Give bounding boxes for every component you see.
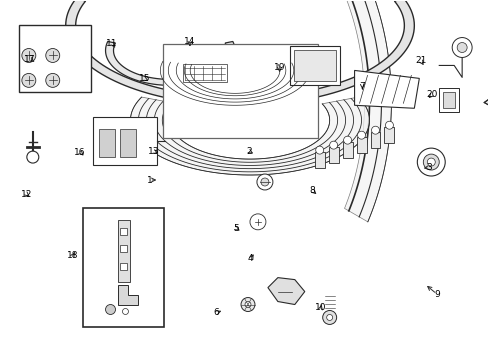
Polygon shape xyxy=(130,97,369,175)
Text: 21: 21 xyxy=(414,57,426,66)
Circle shape xyxy=(241,298,254,311)
Circle shape xyxy=(256,174,272,190)
Bar xyxy=(120,263,127,270)
Bar xyxy=(99,129,114,157)
Text: 1: 1 xyxy=(146,176,152,185)
Polygon shape xyxy=(300,0,390,222)
Circle shape xyxy=(371,126,379,134)
Circle shape xyxy=(322,310,336,324)
Polygon shape xyxy=(483,88,488,204)
Bar xyxy=(328,147,338,163)
Bar xyxy=(120,245,127,252)
Polygon shape xyxy=(118,285,138,305)
Bar xyxy=(442,92,454,108)
Bar xyxy=(120,228,127,235)
Circle shape xyxy=(22,49,36,62)
Bar xyxy=(92,117,157,165)
Circle shape xyxy=(315,146,323,154)
Polygon shape xyxy=(267,278,304,305)
Text: 20: 20 xyxy=(426,90,437,99)
Bar xyxy=(289,45,339,85)
Text: 17: 17 xyxy=(24,55,36,64)
Circle shape xyxy=(22,73,36,87)
Text: 19: 19 xyxy=(273,63,285,72)
Circle shape xyxy=(252,217,263,227)
Circle shape xyxy=(27,151,39,163)
Circle shape xyxy=(357,131,365,139)
Text: 6: 6 xyxy=(213,308,219,317)
Text: 18: 18 xyxy=(67,251,79,260)
Bar xyxy=(163,44,317,138)
Circle shape xyxy=(261,178,268,186)
Circle shape xyxy=(416,148,444,176)
Text: 15: 15 xyxy=(139,75,150,84)
Circle shape xyxy=(46,73,60,87)
Text: 13: 13 xyxy=(147,147,159,156)
Text: 3: 3 xyxy=(426,163,431,172)
Bar xyxy=(183,64,226,82)
Circle shape xyxy=(122,309,128,315)
Text: 12: 12 xyxy=(21,190,32,199)
Text: 4: 4 xyxy=(247,255,253,264)
Bar xyxy=(19,24,90,92)
Bar xyxy=(293,50,335,81)
Text: 9: 9 xyxy=(433,289,439,298)
Circle shape xyxy=(343,136,351,144)
Bar xyxy=(82,208,164,328)
Bar xyxy=(118,220,130,282)
Circle shape xyxy=(326,315,332,320)
Bar xyxy=(438,88,458,112)
Circle shape xyxy=(244,302,250,307)
Circle shape xyxy=(456,42,466,53)
Circle shape xyxy=(427,158,434,166)
Polygon shape xyxy=(354,71,419,108)
Circle shape xyxy=(249,214,265,230)
Bar xyxy=(384,127,394,143)
Circle shape xyxy=(451,37,471,58)
Circle shape xyxy=(105,305,115,315)
Text: 5: 5 xyxy=(233,224,239,233)
Bar xyxy=(342,142,352,158)
Text: 8: 8 xyxy=(309,186,315,195)
Text: 7: 7 xyxy=(359,82,365,91)
Text: 14: 14 xyxy=(184,37,195,46)
Circle shape xyxy=(254,219,261,225)
Circle shape xyxy=(385,121,393,129)
Bar xyxy=(370,132,380,148)
Bar xyxy=(356,137,366,153)
Bar xyxy=(120,129,136,157)
Text: 11: 11 xyxy=(106,39,118,48)
Circle shape xyxy=(46,49,60,62)
Text: 10: 10 xyxy=(315,303,326,312)
Circle shape xyxy=(423,154,438,170)
Circle shape xyxy=(329,141,337,149)
Polygon shape xyxy=(65,0,413,105)
Polygon shape xyxy=(105,41,235,85)
Text: 2: 2 xyxy=(246,147,252,156)
Bar xyxy=(314,152,324,168)
Text: 16: 16 xyxy=(74,148,85,157)
